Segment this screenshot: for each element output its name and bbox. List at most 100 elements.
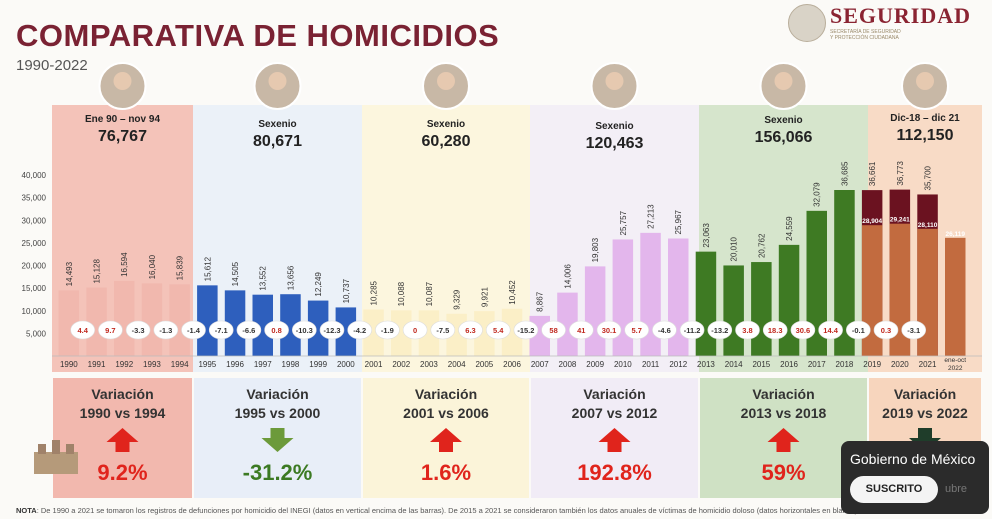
popup-faded-text: ubre bbox=[945, 483, 968, 495]
variation-badge bbox=[264, 320, 289, 340]
period-header: Sexenio bbox=[595, 121, 633, 132]
bar bbox=[197, 285, 218, 356]
variation-badge bbox=[375, 320, 400, 340]
x-tick-label: 1993 bbox=[143, 360, 161, 369]
x-tick-label: 2013 bbox=[697, 360, 715, 369]
variation-percent: 192.8% bbox=[577, 460, 652, 485]
bar-inner bbox=[945, 237, 966, 356]
bar bbox=[363, 309, 384, 356]
bar bbox=[501, 308, 523, 356]
variation-range: 2013 vs 2018 bbox=[741, 405, 827, 421]
bar-value-label: 36,685 bbox=[840, 161, 849, 186]
variation-range: 1990 vs 1994 bbox=[80, 405, 166, 421]
variation-badge bbox=[181, 320, 206, 340]
variation-badge-label: 3.8 bbox=[742, 326, 752, 335]
variation-title: Variación bbox=[91, 386, 153, 402]
subscribed-button[interactable]: SUSCRITO bbox=[850, 476, 938, 503]
x-tick-label: 2011 bbox=[642, 360, 660, 369]
x-tick-label: 2008 bbox=[559, 360, 577, 369]
period-total: 80,671 bbox=[253, 133, 302, 150]
variation-badge-label: -1.9 bbox=[381, 326, 394, 335]
variation-percent: 59% bbox=[761, 460, 805, 485]
portrait-face bbox=[774, 72, 793, 90]
subscription-popup: Gobierno de México SUSCRITO ubre bbox=[841, 441, 989, 514]
bar-value-label: 15,128 bbox=[93, 259, 102, 284]
variation-percent: -31.2% bbox=[243, 460, 313, 485]
variation-badge bbox=[402, 320, 428, 340]
bar-value-label: 36,661 bbox=[868, 161, 877, 186]
bar bbox=[474, 311, 495, 356]
variation-badge bbox=[568, 320, 594, 340]
period-header: Ene 90 – nov 94 bbox=[85, 114, 160, 125]
variation-badge-label: 6.3 bbox=[465, 326, 475, 335]
variation-badge bbox=[652, 320, 677, 340]
seguridad-logo: SEGURIDAD SECRETARÍA DE SEGURIDAD Y PROTE… bbox=[788, 2, 988, 46]
variation-badge bbox=[153, 320, 179, 340]
bar bbox=[58, 290, 80, 356]
x-tick-label: 2017 bbox=[808, 360, 826, 369]
variation-badge-label: -11.2 bbox=[684, 326, 701, 335]
variation-badge bbox=[430, 320, 456, 340]
page-title: COMPARATIVA DE HOMICIDIOS bbox=[16, 18, 500, 53]
arrow-up-icon bbox=[767, 428, 800, 452]
bar bbox=[668, 238, 689, 356]
bar-value-label: 25,757 bbox=[619, 210, 628, 235]
variation-badge-label: -6.6 bbox=[242, 326, 255, 335]
bar bbox=[557, 292, 578, 356]
bar-value-label: 27,213 bbox=[647, 204, 656, 229]
bar bbox=[86, 287, 107, 356]
bar bbox=[584, 266, 606, 356]
bar bbox=[723, 265, 744, 356]
bar bbox=[834, 190, 855, 356]
variation-badge-label: 4.4 bbox=[77, 326, 88, 335]
variation-badge-label: -4.6 bbox=[658, 326, 671, 335]
variation-badge bbox=[845, 320, 871, 340]
x-tick-label: 1992 bbox=[115, 360, 133, 369]
x-tick-label: 1999 bbox=[309, 360, 327, 369]
variation-badge bbox=[541, 320, 566, 340]
x-tick-label: 1994 bbox=[171, 360, 189, 369]
variation-badge bbox=[485, 320, 511, 340]
variation-range: 2001 vs 2006 bbox=[403, 405, 489, 421]
period-total: 156,066 bbox=[755, 129, 813, 146]
variation-range: 2007 vs 2012 bbox=[572, 405, 658, 421]
logo-subtitle: SECRETARÍA DE SEGURIDAD Y PROTECCIÓN CIUD… bbox=[830, 29, 901, 41]
variation-badge bbox=[901, 320, 927, 340]
variation-badge-label: -1.3 bbox=[159, 326, 172, 335]
x-tick-label: 1996 bbox=[226, 360, 244, 369]
portrait-face bbox=[605, 72, 624, 90]
bar bbox=[224, 290, 246, 356]
bar-inner-label: 26,119 bbox=[945, 231, 965, 238]
variation-badge bbox=[762, 320, 788, 340]
portrait-face bbox=[268, 72, 287, 90]
variation-badge bbox=[624, 320, 650, 340]
variation-badge-label: 41 bbox=[577, 326, 585, 335]
variation-badge bbox=[818, 320, 843, 340]
portrait-face bbox=[916, 72, 934, 90]
variation-badge bbox=[98, 320, 123, 340]
variation-badge bbox=[319, 320, 345, 340]
variation-badge bbox=[208, 320, 234, 340]
x-tick-label: 2016 bbox=[780, 360, 798, 369]
variation-badge bbox=[735, 320, 760, 340]
y-tick-label: 20,000 bbox=[22, 262, 47, 271]
variation-title: Variación bbox=[246, 386, 308, 402]
portrait-face bbox=[113, 72, 132, 90]
portrait-face bbox=[437, 72, 455, 90]
variation-badge-label: -3.1 bbox=[907, 326, 920, 335]
bar-value-label: 10,087 bbox=[425, 281, 434, 306]
variation-badge bbox=[458, 320, 483, 340]
bar bbox=[114, 280, 135, 356]
x-tick-label: 2014 bbox=[725, 360, 743, 369]
x-tick-label: 1990 bbox=[60, 360, 78, 369]
variation-badge-label: 5.7 bbox=[631, 326, 641, 335]
bar-value-label: 15,839 bbox=[176, 255, 185, 280]
y-tick-label: 5,000 bbox=[26, 329, 47, 338]
bar bbox=[695, 251, 717, 356]
bar-value-label: 36,773 bbox=[896, 161, 905, 186]
variation-title: Variación bbox=[894, 386, 956, 402]
variation-title: Variación bbox=[583, 386, 645, 402]
bar-inner-label: 28,904 bbox=[862, 218, 882, 225]
variation-badge-label: -7.5 bbox=[436, 326, 449, 335]
bar-value-label: 14,493 bbox=[65, 261, 74, 286]
